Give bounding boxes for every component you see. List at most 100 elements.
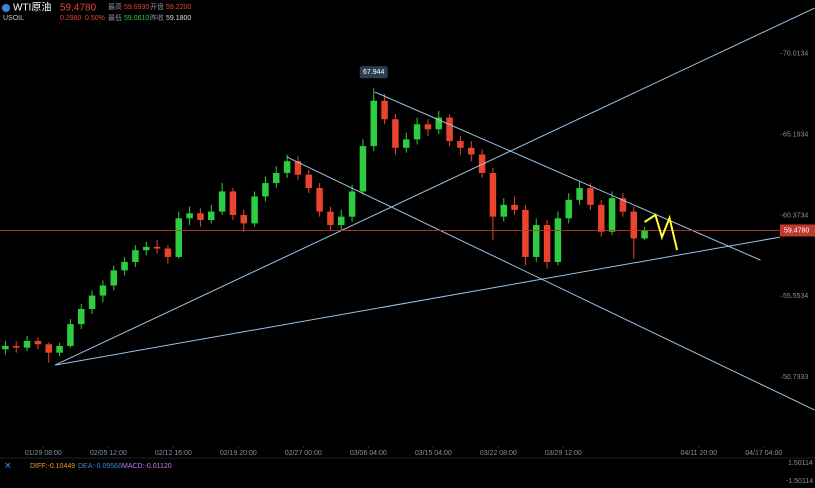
candle-body <box>619 198 627 212</box>
candle-body <box>197 213 204 220</box>
macd-top: 1.50114 <box>788 460 813 467</box>
candle-body <box>240 214 247 224</box>
candle-body <box>121 261 128 271</box>
prev-close: 59.1800 <box>166 15 191 22</box>
x-tick-label: 02/19 20:00 <box>220 450 257 457</box>
candle-body <box>78 309 85 325</box>
change: 0.2980 <box>60 15 82 22</box>
candle-body <box>67 324 74 346</box>
low: 59.0610 <box>124 15 149 22</box>
change-pct: 0.50% <box>85 15 105 22</box>
price-tag-label: 59.4780 <box>784 227 809 234</box>
x-tick-label: 01/29 08:00 <box>25 450 62 457</box>
x-tick-label: 03/15 04:00 <box>415 450 452 457</box>
candle-body <box>576 188 583 200</box>
candle-body <box>478 154 486 173</box>
candle-body <box>262 183 269 197</box>
candle-body <box>251 196 258 224</box>
x-tick-label: 03/29 12:00 <box>545 450 582 457</box>
candle-body <box>273 172 280 184</box>
candle-body <box>608 198 616 232</box>
candle-body <box>338 216 345 226</box>
trend-line <box>286 156 815 411</box>
candle-body <box>132 250 139 262</box>
x-tick-label: 02/27 00:00 <box>285 450 322 457</box>
trend-line <box>54 236 781 366</box>
candle-body <box>641 230 648 239</box>
candle-body <box>533 225 540 257</box>
candle-body <box>327 211 334 226</box>
candle-body <box>45 344 52 353</box>
forecast-path <box>644 213 679 251</box>
candle-body <box>587 188 594 205</box>
candle-body <box>413 124 421 140</box>
symbol-name[interactable]: WTI原油 <box>13 1 51 14</box>
candle-body <box>468 147 475 155</box>
low-label: 最低 <box>108 13 122 22</box>
plot <box>2 7 815 411</box>
candle-body <box>208 211 215 220</box>
macd-value: MACD:-0.01120 <box>122 463 172 470</box>
candle-body <box>229 191 237 215</box>
high-label: 最高 <box>108 2 122 11</box>
high: 59.6930 <box>124 4 149 11</box>
candle-body <box>99 285 107 296</box>
candle-body <box>23 340 31 348</box>
open: 59.2200 <box>166 4 191 11</box>
candle-body <box>489 172 497 217</box>
candle-body <box>554 218 562 262</box>
peak-tag <box>359 66 388 79</box>
candle-body <box>359 146 367 192</box>
x-tick-label: 03/06 04:00 <box>350 450 387 457</box>
candle-body <box>381 100 388 120</box>
candle-body <box>110 270 117 286</box>
symbol-code: USOIL <box>3 15 24 22</box>
x-tick-label: 03/22 08:00 <box>480 450 517 457</box>
candle-body <box>56 345 63 353</box>
y-tick-label: 60.3734 <box>783 212 808 219</box>
y-tick-label: 55.5534 <box>783 293 808 300</box>
candle-body <box>435 117 442 130</box>
y-tick-label: 70.0134 <box>783 50 808 57</box>
y-tick-label: 65.1934 <box>783 131 808 138</box>
x-tick-label: 04/17 04:00 <box>745 450 782 457</box>
candle-body <box>500 204 507 217</box>
open-label: 开盘 <box>150 2 164 11</box>
candle-body <box>630 211 637 239</box>
candle-body <box>511 204 518 210</box>
candle-body <box>370 100 377 147</box>
candle-body <box>598 204 605 232</box>
last-price: 59.4780 <box>60 3 97 14</box>
candle-body <box>218 191 226 212</box>
candle-body <box>88 295 96 310</box>
candle-body <box>543 225 551 262</box>
candle-body <box>143 246 150 251</box>
candle-body <box>446 117 453 142</box>
candle-body <box>565 199 572 219</box>
x-tick-label: 04/11 20:00 <box>681 450 718 457</box>
candle-body <box>305 174 312 189</box>
candle-body <box>457 141 464 148</box>
x-tick-label: 02/12 16:00 <box>155 450 192 457</box>
x-tick-label: 02/05 12:00 <box>90 450 127 457</box>
prev-close-label: 昨收 <box>150 13 164 22</box>
close-icon[interactable]: ✕ <box>4 460 12 470</box>
candle-body <box>34 340 42 345</box>
trend-line <box>374 91 761 261</box>
candle-body <box>2 345 9 350</box>
symbol-icon <box>2 4 10 12</box>
candle-body <box>348 191 356 217</box>
candle-body <box>175 218 182 257</box>
candle-body <box>294 161 302 175</box>
candle-body <box>316 188 323 212</box>
candle-body <box>13 345 20 348</box>
peak-label: 67.944 <box>363 69 385 76</box>
candle-body <box>186 213 193 219</box>
y-tick-label: 50.7333 <box>783 374 808 381</box>
macd-dea: DEA:-0.09568 <box>78 463 122 470</box>
macd-diff: DIFF:-0.10449 <box>30 463 75 470</box>
candle-body <box>392 119 399 148</box>
macd-bottom: -1.50114 <box>786 478 813 485</box>
